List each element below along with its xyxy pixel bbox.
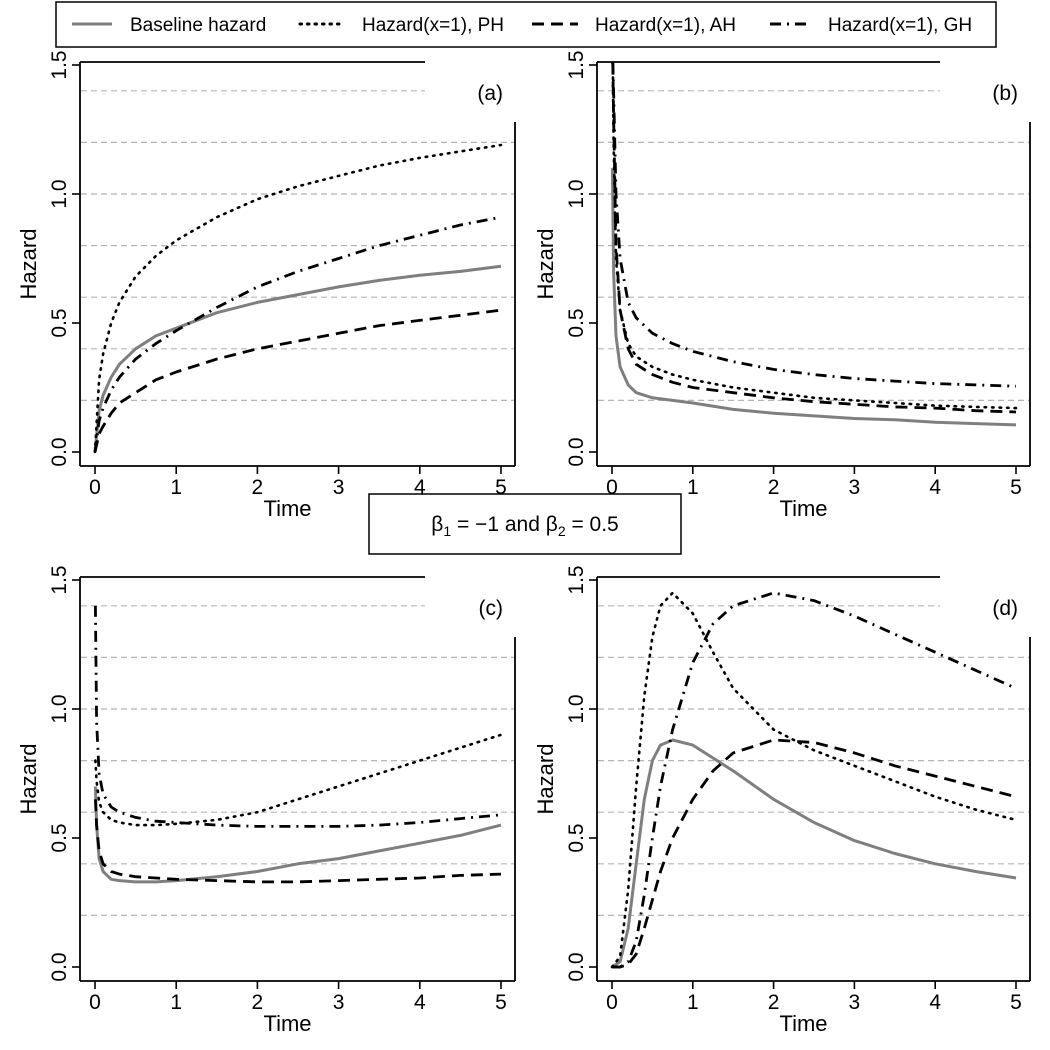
x-tick-label: 5 [495, 991, 507, 1014]
y-tick-label: 1.5 [565, 50, 588, 79]
series-line-gh [93, 215, 502, 453]
series-line-ph [610, 591, 1018, 969]
y-tick-label: 1.0 [565, 179, 588, 208]
legend-label-baseline: Baseline hazard [130, 15, 266, 36]
y-tick-label: 1.5 [48, 50, 71, 79]
x-axis-label: Time [263, 496, 311, 521]
y-tick-label: 0.0 [565, 952, 588, 981]
legend-label-gh: Hazard(x=1), GH [828, 15, 972, 36]
x-tick-label: 4 [414, 991, 426, 1014]
y-tick-label: 0.5 [48, 308, 71, 337]
panel-c: (c) 0 1 2 3 4 5 0.0 0.5 1.0 1.5 Time Hazard [16, 565, 516, 1036]
x-tick-label: 3 [849, 476, 861, 499]
x-tick-label: 4 [929, 991, 941, 1014]
y-tick-label: 1.0 [565, 694, 588, 723]
panel-a: (a) 0 1 2 3 4 5 0.0 0.5 1.0 1.5 Time Hazard [16, 50, 516, 521]
y-tick-label: 0.0 [48, 952, 71, 981]
panel-label-box [425, 60, 515, 118]
y-tick-label: 0.0 [48, 437, 71, 466]
panel-label: (c) [479, 597, 504, 620]
y-axis-label: Hazard [16, 744, 41, 815]
x-axis-label: Time [779, 496, 827, 521]
x-tick-label: 1 [170, 991, 182, 1014]
center-note-text: β1 = −1 and β2 = 0.5 [431, 513, 619, 539]
x-tick-label: 5 [1010, 476, 1022, 499]
center-note: β1 = −1 and β2 = 0.5 [368, 493, 682, 555]
y-tick-label: 0.5 [565, 308, 588, 337]
legend-box [55, 1, 997, 48]
panel-label: (d) [992, 597, 1018, 620]
x-tick-label: 0 [89, 991, 101, 1014]
series-line-baseline [611, 738, 1017, 969]
x-tick-label: 2 [768, 991, 780, 1014]
series-line-ah [94, 799, 502, 884]
x-axis-label: Time [779, 1011, 827, 1036]
x-tick-label: 0 [606, 476, 618, 499]
panels: (a) 0 1 2 3 4 5 0.0 0.5 1.0 1.5 Time Hazard (b) 0 1 2 3 4 5… [16, 50, 1031, 1036]
legend: Baseline hazard Hazard(x=1), PH Hazard(x… [55, 1, 997, 48]
series-line-gh [94, 605, 502, 828]
y-tick-label: 1.0 [48, 694, 71, 723]
x-tick-label: 5 [1010, 991, 1022, 1014]
panel-d: (d) 0 1 2 3 4 5 0.0 0.5 1.0 1.5 Time Hazard [533, 565, 1031, 1036]
series-line-baseline [93, 786, 502, 884]
series-line-baseline [610, 168, 1017, 427]
series-line-ph [611, 62, 1018, 410]
y-axis-label: Hazard [533, 744, 558, 815]
x-tick-label: 1 [170, 476, 182, 499]
legend-label-ah: Hazard(x=1), AH [595, 15, 736, 36]
y-tick-label: 1.5 [48, 565, 71, 594]
x-tick-label: 4 [929, 476, 941, 499]
y-tick-label: 0.5 [48, 823, 71, 852]
x-tick-label: 5 [495, 476, 507, 499]
panel-label-box [425, 575, 515, 633]
x-tick-label: 3 [333, 476, 345, 499]
y-tick-label: 0.5 [565, 823, 588, 852]
panel-label: (b) [992, 82, 1018, 105]
x-tick-label: 1 [687, 476, 699, 499]
series-line-ah [612, 738, 1017, 969]
x-tick-label: 0 [606, 991, 618, 1014]
series-line-baseline [93, 264, 502, 453]
series-line-ah [93, 308, 502, 453]
series-line-ph [93, 143, 503, 454]
center-note-box [368, 493, 682, 555]
panel-label-box [940, 60, 1030, 118]
x-tick-label: 2 [768, 476, 780, 499]
series-line-ph [94, 733, 503, 827]
legend-label-ph: Hazard(x=1), PH [362, 15, 504, 36]
y-tick-label: 1.0 [48, 179, 71, 208]
panel-label-box [940, 575, 1030, 633]
y-axis-label: Hazard [533, 229, 558, 300]
y-tick-label: 1.5 [565, 565, 588, 594]
x-tick-label: 3 [849, 991, 861, 1014]
y-tick-label: 0.0 [565, 437, 588, 466]
x-tick-label: 2 [252, 476, 264, 499]
x-axis-label: Time [263, 1011, 311, 1036]
series-line-ah [611, 62, 1017, 414]
panel-b: (b) 0 1 2 3 4 5 0.0 0.5 1.0 1.5 Time Hazard [533, 50, 1031, 521]
x-tick-label: 3 [333, 991, 345, 1014]
y-axis-label: Hazard [16, 229, 41, 300]
panel-label: (a) [477, 82, 503, 105]
x-tick-label: 2 [252, 991, 264, 1014]
x-tick-label: 0 [89, 476, 101, 499]
x-tick-label: 4 [414, 476, 426, 499]
x-tick-label: 1 [687, 991, 699, 1014]
